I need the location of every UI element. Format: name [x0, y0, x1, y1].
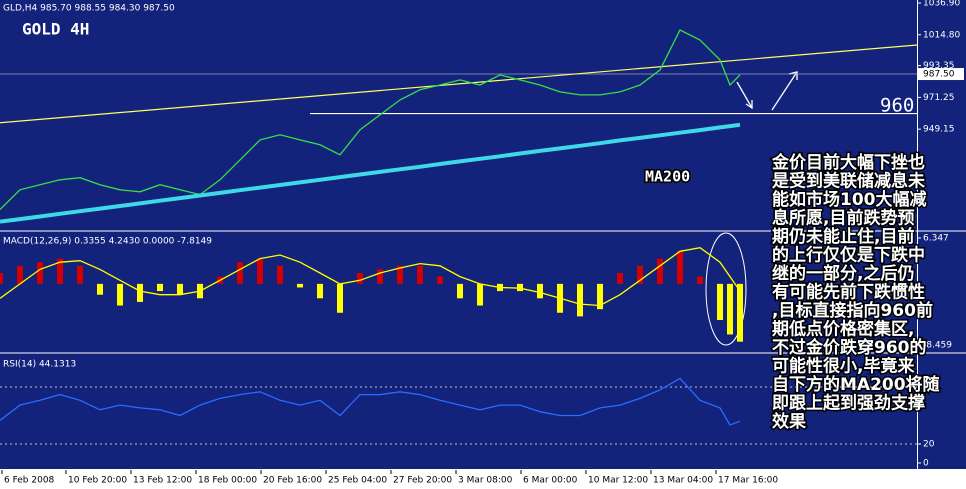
rsi-title: RSI(14) 44.1313 — [3, 360, 76, 370]
y-tick-label: 1014.80 — [923, 30, 960, 40]
histogram-bar — [177, 283, 183, 295]
histogram-bar — [477, 283, 483, 306]
commentary-line: 是受到美联储减息未 — [772, 171, 925, 192]
commentary-line: ,目标直接指向960前 — [772, 300, 933, 321]
histogram-bar — [617, 273, 623, 284]
histogram-bar — [117, 283, 123, 306]
histogram-bar — [657, 258, 663, 284]
histogram-bar — [597, 283, 603, 310]
x-tick-label: 6 Mar 00:00 — [523, 476, 578, 486]
current-price-label: 987.50 — [923, 70, 955, 80]
commentary-line: 期仍未能止住,目前 — [772, 226, 914, 247]
highlight-ellipse — [705, 232, 747, 346]
histogram-bar — [437, 276, 443, 284]
x-tick-label: 10 Feb 20:00 — [68, 476, 127, 486]
histogram-bar — [727, 283, 733, 335]
commentary-line: 金价目前大幅下挫也 — [771, 152, 925, 173]
histogram-bar — [677, 251, 683, 284]
histogram-bar — [577, 283, 583, 317]
commentary-line: 效果 — [772, 411, 806, 432]
x-axis-strip — [0, 470, 966, 489]
y-tick-label: 971.25 — [923, 93, 955, 103]
commentary-line: 息所愿,目前跌势预 — [772, 208, 914, 229]
x-tick-label: 25 Feb 04:00 — [328, 476, 387, 486]
histogram-bar — [257, 258, 263, 284]
x-tick-label: 17 Mar 16:00 — [718, 476, 778, 486]
histogram-bar — [77, 265, 83, 284]
y-tick-label: 993.35 — [923, 61, 955, 71]
histogram-bar — [637, 265, 643, 284]
commentary-line: 期低点价格密集区, — [772, 319, 914, 340]
x-tick-label: 10 Mar 12:00 — [588, 476, 648, 486]
histogram-bar — [457, 283, 463, 299]
series-line — [0, 122, 741, 224]
histogram-bar — [377, 269, 383, 284]
x-tick-label: 3 Mar 08:00 — [458, 476, 513, 486]
series-line — [0, 29, 741, 211]
series-line — [0, 247, 741, 307]
histogram-bar — [37, 262, 43, 284]
annotation: MA200 — [645, 168, 690, 186]
commentary-line: 继的一部分,之后仍 — [772, 263, 914, 284]
histogram-bar — [277, 265, 283, 284]
annotation: 960 — [880, 95, 914, 117]
commentary-line: 即跟上起到强劲支撑 — [772, 393, 925, 414]
histogram-bar — [297, 283, 303, 288]
y-tick-label: 1036.90 — [923, 0, 960, 9]
arrowhead — [788, 71, 798, 80]
commentary-line: 的上行仅仅是下跌中 — [772, 245, 925, 266]
histogram-bar — [317, 283, 323, 299]
arrow — [736, 81, 753, 109]
y-tick-label: 20 — [923, 440, 935, 450]
commentary-line: 不过金价跌穿960的 — [772, 337, 927, 358]
arrow — [771, 71, 798, 111]
histogram-bar — [697, 276, 703, 284]
commentary-line: 能如市场100大幅减 — [772, 189, 927, 210]
trend-line — [0, 44, 918, 124]
histogram-bar — [397, 265, 403, 284]
histogram-bar — [57, 258, 63, 284]
chart-subtitle: GOLD 4H — [22, 20, 89, 39]
histogram-bar — [737, 283, 743, 342]
y-tick-label: 0 — [923, 459, 929, 469]
x-tick-label: 6 Feb 2008 — [4, 476, 55, 486]
histogram-bar — [537, 283, 543, 299]
background — [0, 0, 966, 470]
y-tick-label: 6.347 — [923, 234, 949, 244]
x-tick-label: 18 Feb 00:00 — [198, 476, 257, 486]
commentary-line: 有可能先前下跌惯性 — [772, 282, 925, 303]
commentary-line: 自下方的MA200将随 — [772, 374, 940, 395]
histogram-bar — [0, 273, 3, 284]
series-line — [0, 377, 741, 426]
histogram-bar — [417, 265, 423, 284]
histogram-bar — [357, 273, 363, 284]
current-price-box — [918, 68, 964, 81]
histogram-bar — [517, 283, 523, 292]
chart-title: GLD,H4 985.70 988.55 984.30 987.50 — [3, 4, 175, 14]
histogram-bar — [97, 283, 103, 295]
histogram-bar — [137, 283, 143, 302]
y-tick-label: 949.15 — [923, 125, 955, 135]
x-tick-label: 13 Feb 12:00 — [133, 476, 192, 486]
y-tick-label: -8.459 — [923, 341, 952, 351]
commentary-line: 可能性很小,毕竟来 — [772, 356, 915, 377]
histogram-bar — [157, 283, 163, 292]
histogram-bar — [17, 265, 23, 284]
x-tick-label: 27 Feb 20:00 — [393, 476, 452, 486]
histogram-bar — [237, 262, 243, 284]
x-tick-label: 20 Feb 16:00 — [263, 476, 322, 486]
macd-title: MACD(12,26,9) 0.3355 4.2430 0.0000 -7.81… — [3, 237, 212, 247]
x-tick-label: 13 Mar 04:00 — [653, 476, 713, 486]
histogram-bar — [337, 283, 343, 313]
arrowhead — [745, 100, 753, 110]
histogram-bar — [717, 283, 723, 321]
